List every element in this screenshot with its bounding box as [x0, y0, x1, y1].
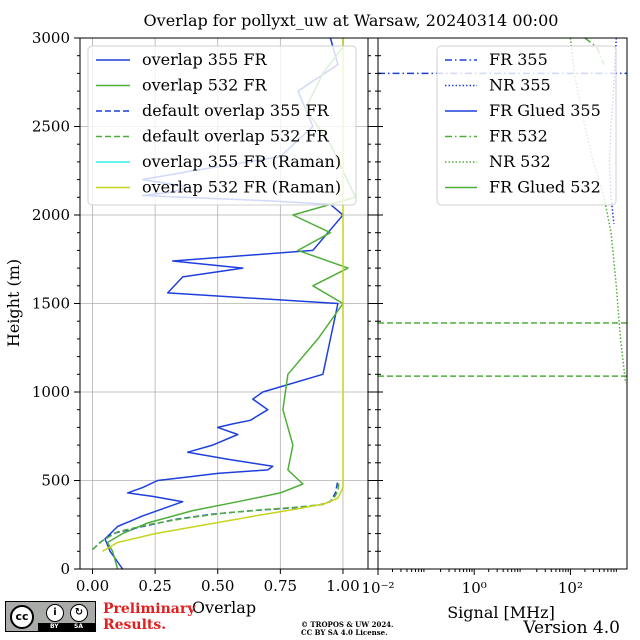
signal-x-tick-label: 10⁰: [462, 579, 487, 597]
legend-box: [87, 45, 357, 206]
signal-legend-label: FR 532: [489, 127, 548, 146]
copyright-line-1: © TROPOS & UW 2024.: [301, 620, 394, 629]
signal-legend-label: FR Glued 355: [489, 101, 601, 120]
signal-x-tick-label: 10²: [558, 579, 583, 597]
license-by-label: BY: [50, 623, 59, 630]
y-tick-label: 2000: [32, 206, 70, 224]
cc-license-badge[interactable]: cc i ↻ BY SA: [5, 601, 96, 632]
y-tick-label: 2500: [32, 118, 70, 136]
legend-label: default overlap 532 FR: [142, 127, 330, 146]
overlap-legend: overlap 355 FR overlap 532 FR default over…: [87, 45, 357, 206]
attribution-icon: i: [46, 604, 64, 622]
overlap-ticks: 0.00 0.25 0.50 0.75 1.00 0 500 1000 1500 2000 2500…: [32, 29, 373, 595]
y-tick-label: 0: [60, 560, 70, 578]
license-strip: [38, 623, 95, 631]
signal-legend-box: [436, 45, 617, 206]
legend-label: overlap 355 FR: [142, 50, 268, 69]
x-tick-label: 1.00: [326, 577, 359, 595]
legend-label: overlap 532 FR (Raman): [142, 178, 341, 197]
y-tick-label: 1000: [32, 383, 70, 401]
x-tick-label: 0.75: [264, 577, 297, 595]
overlap-y-axis-label: Height (m): [4, 259, 23, 347]
legend-label: default overlap 355 FR: [142, 101, 330, 120]
share-alike-icon: ↻: [70, 604, 88, 622]
signal-panel: 10⁻² 10⁰ 10² Signal [MHz] FR 355 NR 355 FR G…: [361, 37, 628, 622]
license-sa-label: SA: [74, 623, 83, 630]
y-tick-label: 3000: [32, 29, 70, 47]
signal-legend-label: NR 532: [489, 152, 551, 171]
x-tick-label: 0.25: [138, 577, 171, 595]
overlap-x-axis-label: Overlap: [192, 598, 256, 617]
signal-legend-label: NR 355: [489, 76, 551, 95]
signal-x-tick-label: 10⁻²: [361, 579, 394, 597]
version-label: Version 4.0: [523, 618, 620, 638]
x-tick-label: 0.50: [201, 577, 234, 595]
signal-x-axis-label: Signal [MHz]: [447, 603, 555, 622]
x-tick-label: 0.00: [76, 577, 109, 595]
y-tick-label: 1500: [32, 295, 70, 313]
chart-title: Overlap for pollyxt_uw at Warsaw, 202403…: [144, 11, 559, 30]
overlap-panel: 0.00 0.25 0.50 0.75 1.00 0 500 1000 1500 2000 2500…: [4, 29, 373, 617]
signal-ticks: 10⁻² 10⁰ 10²: [361, 37, 617, 597]
preliminary-results-note: Preliminary Results.: [103, 601, 196, 633]
y-tick-label: 500: [41, 472, 70, 490]
cc-icon: cc: [10, 605, 34, 629]
legend-label: overlap 355 FR (Raman): [142, 152, 341, 171]
signal-legend-label: FR Glued 532: [489, 178, 601, 197]
signal-legend-label: FR 355: [489, 50, 548, 69]
signal-legend: FR 355 NR 355 FR Glued 355 FR 532 NR 532 FR G…: [436, 45, 617, 206]
series-line-3: [92, 480, 340, 551]
legend-label: overlap 532 FR: [142, 76, 268, 95]
copyright-line-2: CC BY SA 4.0 License.: [301, 628, 388, 637]
